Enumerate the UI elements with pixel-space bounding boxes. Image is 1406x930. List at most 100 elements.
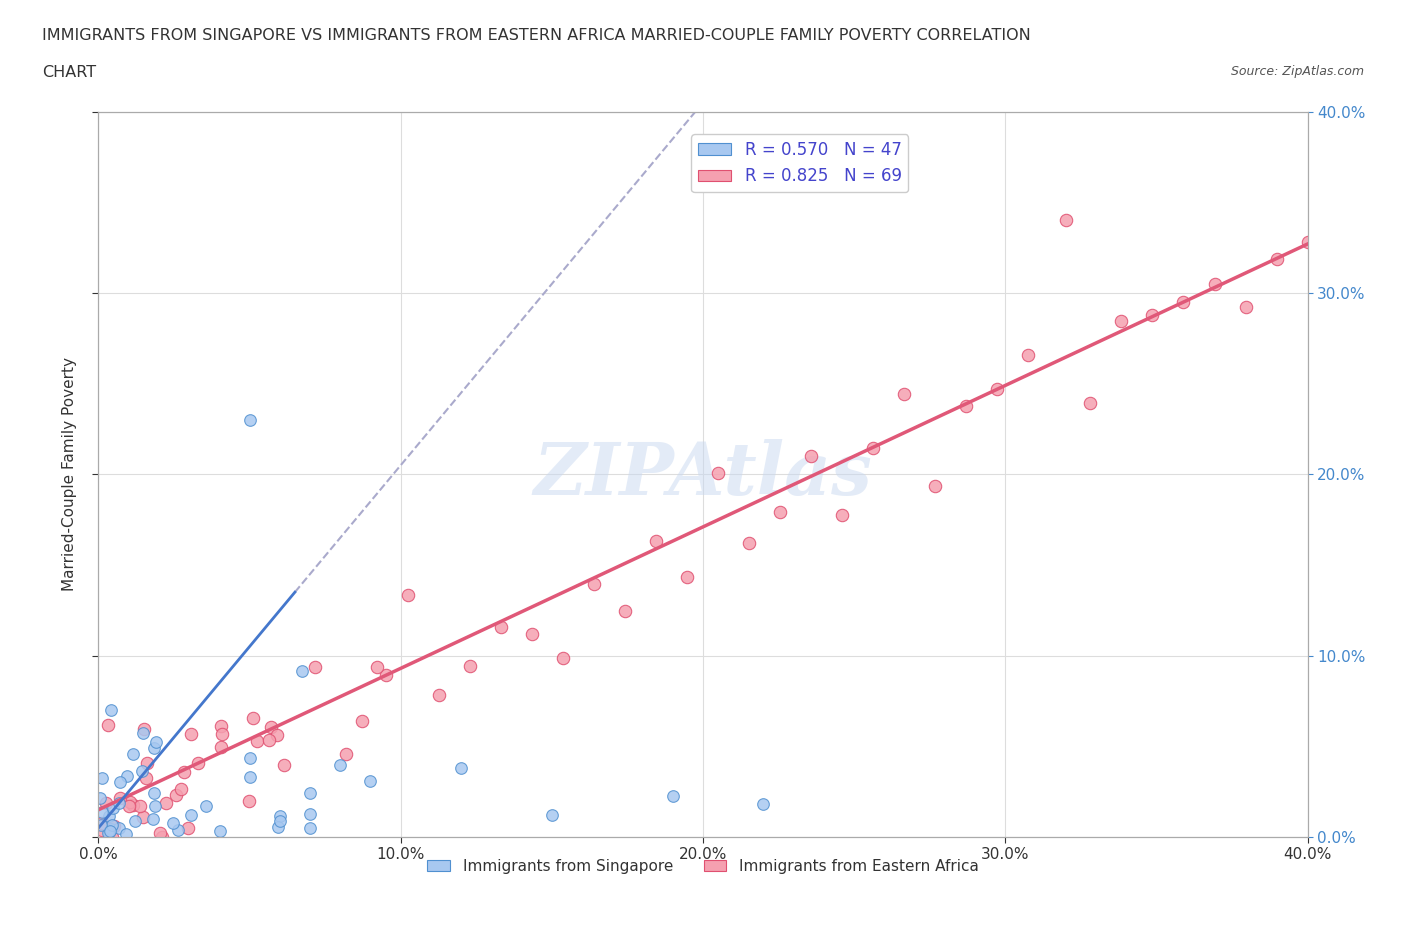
Point (90, 817, 112, 832)
Point (239, 751, 262, 766)
Point (831, 508, 853, 523)
Point (924, 478, 946, 493)
Point (136, 755, 159, 770)
Point (142, 811, 165, 826)
Point (1017, 348, 1039, 363)
Point (366, 660, 388, 675)
Point (752, 797, 775, 812)
Point (143, 799, 166, 814)
Point (124, 814, 146, 829)
Point (131, 764, 153, 778)
Point (177, 821, 200, 836)
Point (239, 769, 262, 784)
Point (132, 726, 155, 741)
Point (614, 604, 637, 618)
Point (209, 739, 232, 754)
Point (676, 569, 699, 584)
Point (540, 807, 562, 822)
Point (273, 758, 295, 773)
Point (450, 761, 472, 776)
Point (242, 711, 264, 725)
Point (96, 826, 118, 841)
Point (132, 722, 155, 737)
Point (266, 728, 288, 743)
Point (209, 719, 232, 734)
Point (97, 718, 120, 733)
Point (121, 747, 143, 762)
Point (862, 441, 884, 456)
Point (145, 735, 167, 750)
Point (89, 790, 111, 805)
Point (1142, 308, 1164, 323)
Point (1204, 276, 1226, 291)
Point (101, 830, 124, 844)
Point (118, 799, 141, 814)
Point (1234, 299, 1257, 314)
Point (98, 824, 121, 839)
Point (1080, 395, 1102, 410)
Point (96, 796, 118, 811)
Point (187, 755, 209, 770)
Point (352, 713, 374, 728)
Point (245, 734, 267, 749)
Point (195, 798, 218, 813)
Text: IMMIGRANTS FROM SINGAPORE VS IMMIGRANTS FROM EASTERN AFRICA MARRIED-COUPLE FAMIL: IMMIGRANTS FROM SINGAPORE VS IMMIGRANTS … (42, 28, 1031, 43)
Point (304, 659, 326, 674)
Point (489, 619, 512, 634)
Point (108, 796, 131, 811)
Point (100, 821, 122, 836)
Point (257, 733, 280, 748)
Point (180, 726, 202, 741)
Point (707, 465, 730, 480)
Point (582, 577, 605, 591)
Point (458, 658, 481, 673)
Point (110, 775, 132, 790)
Point (1296, 235, 1319, 250)
Point (149, 825, 172, 840)
Point (299, 785, 322, 800)
Point (520, 627, 543, 642)
Point (661, 789, 683, 804)
Legend: Immigrants from Singapore, Immigrants from Eastern Africa: Immigrants from Singapore, Immigrants fr… (422, 853, 984, 880)
Point (396, 587, 419, 602)
Point (142, 786, 165, 801)
Point (375, 668, 398, 683)
Point (1111, 313, 1133, 328)
Point (97, 824, 120, 839)
Point (103, 818, 125, 833)
Point (162, 816, 184, 830)
Y-axis label: Married-Couple Family Poverty: Married-Couple Family Poverty (62, 357, 77, 591)
Point (108, 790, 131, 805)
Text: ZIPAtlas: ZIPAtlas (534, 439, 872, 510)
Text: Source: ZipAtlas.com: Source: ZipAtlas.com (1230, 65, 1364, 78)
Point (90, 822, 112, 837)
Point (986, 381, 1008, 396)
Point (108, 821, 131, 836)
Point (173, 764, 195, 779)
Text: CHART: CHART (42, 65, 96, 80)
Point (267, 819, 290, 834)
Point (239, 413, 262, 428)
Point (91, 816, 114, 830)
Point (100, 702, 122, 717)
Point (97, 808, 120, 823)
Point (738, 536, 761, 551)
Point (170, 781, 193, 796)
Point (115, 768, 138, 783)
Point (299, 820, 322, 835)
Point (211, 726, 233, 741)
Point (180, 808, 202, 823)
Point (335, 747, 357, 762)
Point (269, 809, 291, 824)
Point (1173, 295, 1195, 310)
Point (165, 787, 187, 802)
Point (769, 504, 792, 519)
Point (101, 800, 124, 815)
Point (128, 799, 150, 814)
Point (167, 822, 190, 837)
Point (645, 533, 668, 548)
Point (132, 809, 155, 824)
Point (893, 387, 915, 402)
Point (91, 804, 114, 819)
Point (238, 794, 260, 809)
